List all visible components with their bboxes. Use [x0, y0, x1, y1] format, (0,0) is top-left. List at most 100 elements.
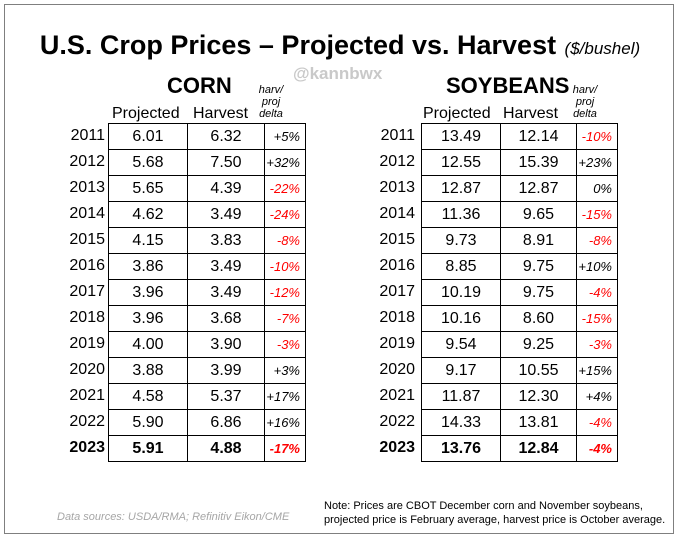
corn-year-column: 2011 2012 2013 2014 2015 2016 2017 2018 2019 2020…: [65, 123, 105, 461]
delta-cell: -4%: [576, 279, 618, 306]
delta-cell: -8%: [576, 227, 618, 254]
year-label: 2015: [379, 231, 415, 248]
projected-price-cell: 3.88: [108, 357, 188, 384]
delta-cell: -3%: [576, 331, 618, 358]
year-label: 2018: [379, 309, 415, 326]
delta-cell: +16%: [264, 409, 306, 436]
projected-price-cell: 5.68: [108, 149, 188, 176]
title-unit: ($/bushel): [564, 39, 641, 58]
delta-cell: +5%: [264, 123, 306, 150]
projected-price-cell: 3.86: [108, 253, 188, 280]
harvest-price-cell: 9.75: [500, 253, 577, 280]
harvest-price-cell: 13.81: [500, 409, 577, 436]
footnote: Note: Prices are CBOT December corn and …: [324, 499, 665, 527]
page-title: U.S. Crop Prices – Projected vs. Harvest…: [0, 30, 680, 61]
harvest-price-cell: 3.83: [187, 227, 265, 254]
projected-price-cell: 11.87: [421, 383, 501, 410]
table-row: 9.54 9.25 -3%: [421, 331, 618, 358]
year-label: 2022: [69, 413, 105, 430]
data-sources: Data sources: USDA/RMA; Refinitiv Eikon/…: [57, 511, 290, 523]
delta-cell: -7%: [264, 305, 306, 332]
table-row: 4.62 3.49 -24%: [108, 201, 306, 228]
table-row: 4.00 3.90 -3%: [108, 331, 306, 358]
table-row: 10.19 9.75 -4%: [421, 279, 618, 306]
delta-cell: +15%: [576, 357, 618, 384]
footnote-line: projected price is February average, har…: [324, 514, 666, 526]
harvest-price-cell: 8.60: [500, 305, 577, 332]
table-row: 12.55 15.39 +23%: [421, 149, 618, 176]
table-row: 11.87 12.30 +4%: [421, 383, 618, 410]
harvest-price-cell: 9.65: [500, 201, 577, 228]
year-label: 2023: [379, 439, 415, 456]
year-label: 2016: [379, 257, 415, 274]
projected-price-cell: 4.00: [108, 331, 188, 358]
table-row: 5.68 7.50 +32%: [108, 149, 306, 176]
year-label: 2017: [69, 283, 105, 300]
delta-cell: -4%: [576, 409, 618, 436]
harvest-price-cell: 4.88: [187, 435, 265, 462]
year-label: 2012: [379, 153, 415, 170]
footnote-line: Note: Prices are CBOT December corn and …: [324, 500, 643, 512]
table-row: 13.76 12.84 -4%: [421, 435, 618, 462]
image-frame: [4, 4, 674, 534]
projected-price-cell: 9.73: [421, 227, 501, 254]
year-label: 2014: [69, 205, 105, 222]
projected-price-cell: 4.62: [108, 201, 188, 228]
harvest-price-cell: 12.14: [500, 123, 577, 150]
harvest-price-cell: 12.87: [500, 175, 577, 202]
table-row: 3.88 3.99 +3%: [108, 357, 306, 384]
delta-cell: +3%: [264, 357, 306, 384]
year-label: 2019: [379, 335, 415, 352]
projected-price-cell: 4.58: [108, 383, 188, 410]
year-label: 2014: [379, 205, 415, 222]
projected-price-cell: 10.16: [421, 305, 501, 332]
projected-price-cell: 12.87: [421, 175, 501, 202]
projected-price-cell: 3.96: [108, 279, 188, 306]
delta-cell: -3%: [264, 331, 306, 358]
delta-cell: -4%: [576, 435, 618, 462]
harvest-price-cell: 12.84: [500, 435, 577, 462]
harvest-price-cell: 4.39: [187, 175, 265, 202]
delta-cell: -15%: [576, 201, 618, 228]
soybeans-year-column: 2011 2012 2013 2014 2015 2016 2017 2018 2019 2020…: [375, 123, 415, 461]
harvest-price-cell: 5.37: [187, 383, 265, 410]
harvest-price-cell: 3.68: [187, 305, 265, 332]
delta-cell: +4%: [576, 383, 618, 410]
projected-price-cell: 4.15: [108, 227, 188, 254]
harvest-price-cell: 15.39: [500, 149, 577, 176]
delta-header-line: harv/: [572, 84, 598, 96]
year-label: 2022: [379, 413, 415, 430]
projected-price-cell: 10.19: [421, 279, 501, 306]
projected-price-cell: 9.17: [421, 357, 501, 384]
projected-price-cell: 5.65: [108, 175, 188, 202]
projected-price-cell: 12.55: [421, 149, 501, 176]
year-label: 2019: [69, 335, 105, 352]
year-label: 2017: [379, 283, 415, 300]
harvest-price-cell: 6.86: [187, 409, 265, 436]
delta-header-line: proj: [575, 96, 595, 108]
delta-cell: -17%: [264, 435, 306, 462]
soybeans-col-projected: Projected: [423, 105, 491, 122]
projected-price-cell: 13.49: [421, 123, 501, 150]
delta-cell: -10%: [576, 123, 618, 150]
projected-price-cell: 8.85: [421, 253, 501, 280]
year-label: 2023: [69, 439, 105, 456]
year-label: 2016: [69, 257, 105, 274]
title-text: U.S. Crop Prices – Projected vs. Harvest: [39, 30, 557, 60]
corn-delta-header: harv/ proj delta: [251, 84, 291, 120]
year-label: 2018: [69, 309, 105, 326]
harvest-price-cell: 3.49: [187, 253, 265, 280]
delta-cell: +17%: [264, 383, 306, 410]
table-row: 8.85 9.75 +10%: [421, 253, 618, 280]
projected-price-cell: 5.90: [108, 409, 188, 436]
delta-cell: +23%: [576, 149, 618, 176]
corn-section-title: CORN: [167, 73, 232, 98]
table-row: 11.36 9.65 -15%: [421, 201, 618, 228]
year-label: 2011: [380, 127, 415, 144]
year-label: 2020: [69, 361, 105, 378]
year-label: 2011: [70, 127, 105, 144]
year-label: 2021: [379, 387, 415, 404]
table-row: 4.15 3.83 -8%: [108, 227, 306, 254]
harvest-price-cell: 12.30: [500, 383, 577, 410]
delta-cell: -12%: [264, 279, 306, 306]
